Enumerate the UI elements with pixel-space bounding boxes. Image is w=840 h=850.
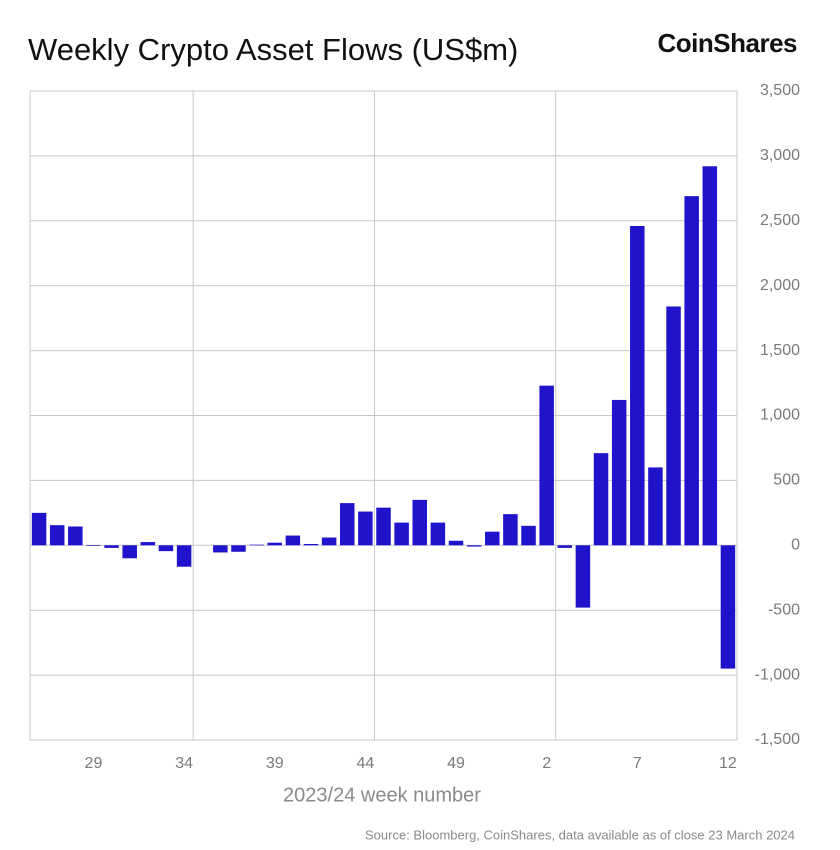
bar bbox=[176, 545, 192, 567]
bar bbox=[303, 544, 319, 546]
bar bbox=[339, 503, 355, 546]
y-tick-label: 2,500 bbox=[760, 212, 800, 229]
bar bbox=[358, 511, 373, 546]
bar bbox=[231, 545, 246, 552]
source-note: Source: Bloomberg, CoinShares, data avai… bbox=[365, 827, 795, 842]
y-tick-label: 3,000 bbox=[760, 147, 800, 164]
bar bbox=[412, 499, 428, 546]
bar bbox=[213, 545, 228, 553]
bar bbox=[448, 540, 464, 546]
bar bbox=[485, 531, 500, 546]
bar bbox=[575, 545, 591, 608]
bar bbox=[611, 399, 627, 546]
bar bbox=[503, 514, 518, 546]
y-tick-label: 0 bbox=[791, 537, 800, 554]
bar bbox=[466, 545, 482, 547]
bar bbox=[539, 385, 554, 546]
bar bbox=[684, 196, 699, 546]
bar bbox=[666, 306, 681, 546]
bar bbox=[702, 166, 718, 546]
bar bbox=[557, 545, 573, 548]
bar bbox=[140, 542, 156, 546]
y-tick-label: 500 bbox=[773, 472, 800, 489]
x-tick-label: 29 bbox=[85, 755, 103, 772]
y-tick-label: 3,500 bbox=[760, 82, 800, 99]
bar bbox=[49, 525, 65, 546]
bar bbox=[720, 545, 736, 669]
bar bbox=[394, 522, 409, 546]
x-tick-label: 34 bbox=[175, 755, 193, 772]
bar bbox=[158, 545, 174, 552]
bar bbox=[267, 542, 282, 546]
x-tick-label: 39 bbox=[266, 755, 284, 772]
bar bbox=[321, 537, 337, 546]
bar bbox=[104, 545, 119, 548]
y-tick-label: 2,000 bbox=[760, 277, 800, 294]
bar bbox=[285, 535, 301, 546]
y-tick-label: -1,500 bbox=[755, 731, 800, 748]
bar bbox=[31, 512, 47, 546]
bar bbox=[86, 545, 101, 546]
bar bbox=[122, 545, 137, 559]
bar bbox=[593, 453, 609, 546]
chart-title: Weekly Crypto Asset Flows (US$m) bbox=[28, 32, 518, 67]
bar bbox=[630, 225, 645, 546]
bar bbox=[648, 467, 663, 546]
x-tick-label: 2 bbox=[542, 755, 551, 772]
y-tick-label: -500 bbox=[768, 601, 800, 618]
y-tick-label: 1,000 bbox=[760, 407, 800, 424]
x-tick-label: 7 bbox=[633, 755, 642, 772]
brand-logo: CoinShares bbox=[658, 28, 798, 58]
y-tick-label: -1,000 bbox=[755, 666, 800, 683]
y-tick-label: 1,500 bbox=[760, 342, 800, 359]
bar bbox=[430, 522, 446, 546]
bar bbox=[376, 507, 391, 546]
x-tick-label: 12 bbox=[719, 755, 737, 772]
bar bbox=[249, 544, 264, 546]
x-axis-label: 2023/24 week number bbox=[283, 784, 481, 806]
x-tick-label: 44 bbox=[356, 755, 374, 772]
bar bbox=[521, 525, 536, 546]
x-tick-label: 49 bbox=[447, 755, 465, 772]
bar bbox=[68, 526, 83, 546]
